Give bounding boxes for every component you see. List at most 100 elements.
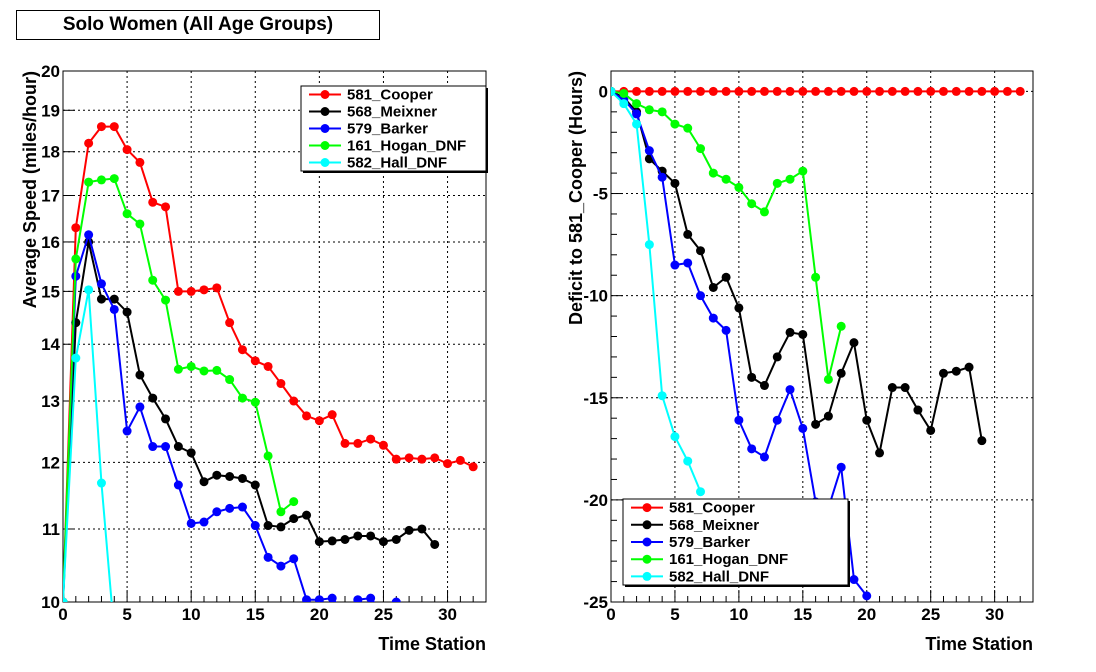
data-point [314,416,324,426]
data-point [302,411,312,421]
data-point [96,279,106,289]
data-point [772,352,782,362]
data-point [263,552,273,562]
data-point [71,223,81,233]
series-line [63,241,436,602]
data-point [670,119,680,129]
data-point [173,442,183,452]
data-point [708,313,718,323]
data-point [785,385,795,395]
data-point [199,285,209,295]
data-point [225,318,235,328]
data-point [225,375,235,385]
data-point [759,452,769,462]
y-tick-label: 18 [41,143,60,162]
data-point [302,595,312,602]
data-point [237,473,247,483]
data-point [849,575,859,585]
x-tick-label: 10 [182,605,201,624]
y-tick-label: 0 [599,82,608,101]
data-point [759,207,769,217]
data-point [632,107,642,117]
data-point [657,107,667,117]
data-point [199,366,209,376]
series-line [611,90,843,380]
data-point [823,503,833,513]
data-point [135,157,145,167]
data-point [366,531,376,541]
legend-label: 582_Hall_DNF [669,568,769,585]
data-point [798,329,808,339]
data-point [391,597,401,602]
data-point [632,119,642,129]
data-point [811,272,821,282]
data-point [1002,86,1012,96]
data-point [353,595,363,602]
data-point [122,209,132,219]
data-point [747,199,757,209]
data-point [619,95,629,105]
data-point [135,402,145,412]
data-point [772,86,782,96]
data-point [212,365,222,375]
data-point [721,174,731,184]
data-point [632,86,642,96]
x-tick-label: 20 [310,605,329,624]
data-point [875,448,885,458]
series-line [611,90,868,597]
data-point [314,537,324,547]
data-point [696,86,706,96]
x-tick-label: 25 [921,605,940,624]
legend: 581_Cooper568_Meixner579_Barker161_Hogan… [622,498,850,587]
data-point [811,419,821,429]
series-line [611,90,702,493]
data-point [353,438,363,448]
data-point [173,364,183,374]
legend-label: 581_Cooper [347,87,433,104]
data-point [289,514,299,524]
data-point [378,440,388,450]
x-axis-label: Time Station [378,634,486,654]
data-point [109,294,119,304]
x-tick-label: 20 [857,605,876,624]
legend-marker [642,554,652,564]
data-point [849,86,859,96]
x-tick-label: 0 [606,605,615,624]
data-point [734,182,744,192]
data-point [836,86,846,96]
data-point [772,415,782,425]
data-point [683,258,693,268]
data-point [721,272,731,282]
data-point [611,86,616,96]
series-group [611,86,1025,601]
data-point [148,275,158,285]
data-point [135,219,145,229]
data-point [96,478,106,488]
y-tick-label: -5 [593,185,608,204]
data-point [84,230,94,240]
x-tick-label: 5 [122,605,131,624]
data-point [276,561,286,571]
speed-chart: 0 5 10 15 20 25 30 10 11 12 13 14 15 16 17 18 19 20 Time S… [20,62,488,654]
data-point [71,353,81,363]
legend-box [622,498,849,586]
data-point [173,286,183,296]
y-tick-label: 19 [41,101,60,120]
series-line [63,289,113,602]
data-point [644,105,654,115]
data-point [926,425,936,435]
page-title: Solo Women (All Age Groups) [16,10,380,40]
y-tick-label: 16 [41,233,60,252]
data-point [811,497,821,507]
data-point [708,282,718,292]
data-point [250,356,260,366]
x-tick-label: 25 [374,605,393,624]
data-point [96,122,106,132]
data-point [250,480,260,490]
data-point [964,362,974,372]
legend-label: 579_Barker [347,121,428,138]
data-point [683,123,693,133]
legend-marker [642,503,652,513]
data-point [84,285,94,295]
data-point [186,361,196,371]
